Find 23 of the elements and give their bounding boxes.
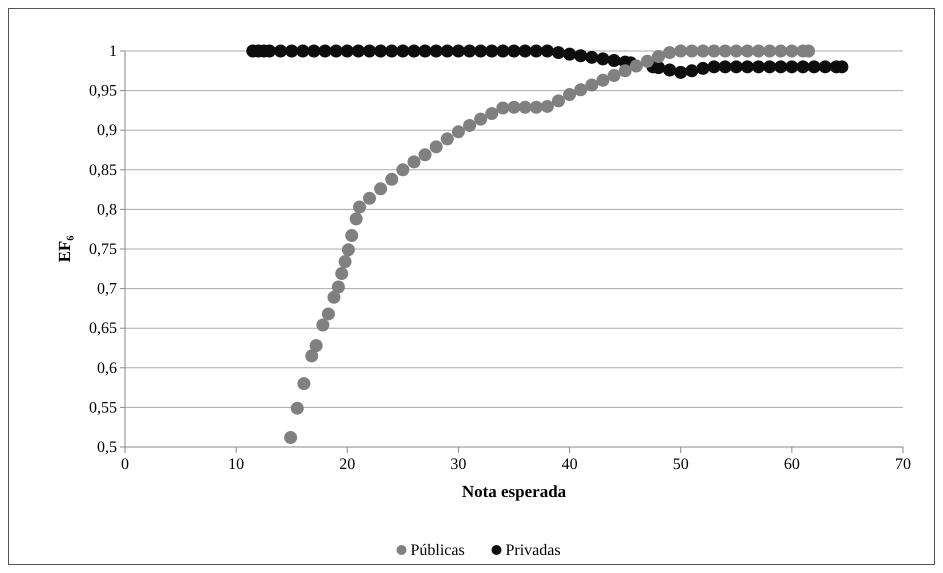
y-axis-title: EF₆ — [55, 236, 74, 262]
x-tick-label: 70 — [895, 456, 911, 473]
x-tick-label: 60 — [784, 456, 800, 473]
y-tick-label: 0,9 — [97, 122, 117, 140]
y-tick-label: 0,75 — [89, 241, 117, 258]
x-tick-label: 20 — [339, 456, 356, 473]
x-tick-label: 0 — [121, 456, 129, 473]
x-tick-label: 50 — [672, 456, 689, 473]
y-tick-label: 0,65 — [89, 320, 117, 338]
y-tick-label: 0,5 — [97, 439, 117, 456]
y-tick-label: 0,55 — [89, 399, 117, 416]
x-tick-label: 10 — [228, 456, 244, 473]
y-tick-label: 0,95 — [89, 82, 117, 100]
y-tick-label: 1 — [109, 43, 117, 60]
legend-label: Públicas — [410, 542, 465, 559]
x-tick-label: 30 — [450, 456, 466, 473]
y-tick-label: 0,6 — [97, 360, 117, 377]
x-axis-title: Nota esperada — [462, 482, 567, 501]
y-tick-label: 0,7 — [97, 280, 117, 298]
y-tick-label: 0,85 — [89, 162, 117, 179]
y-tick-label: 0,8 — [97, 201, 117, 218]
legend-label: Privadas — [506, 542, 561, 559]
x-tick-label: 40 — [562, 456, 578, 473]
